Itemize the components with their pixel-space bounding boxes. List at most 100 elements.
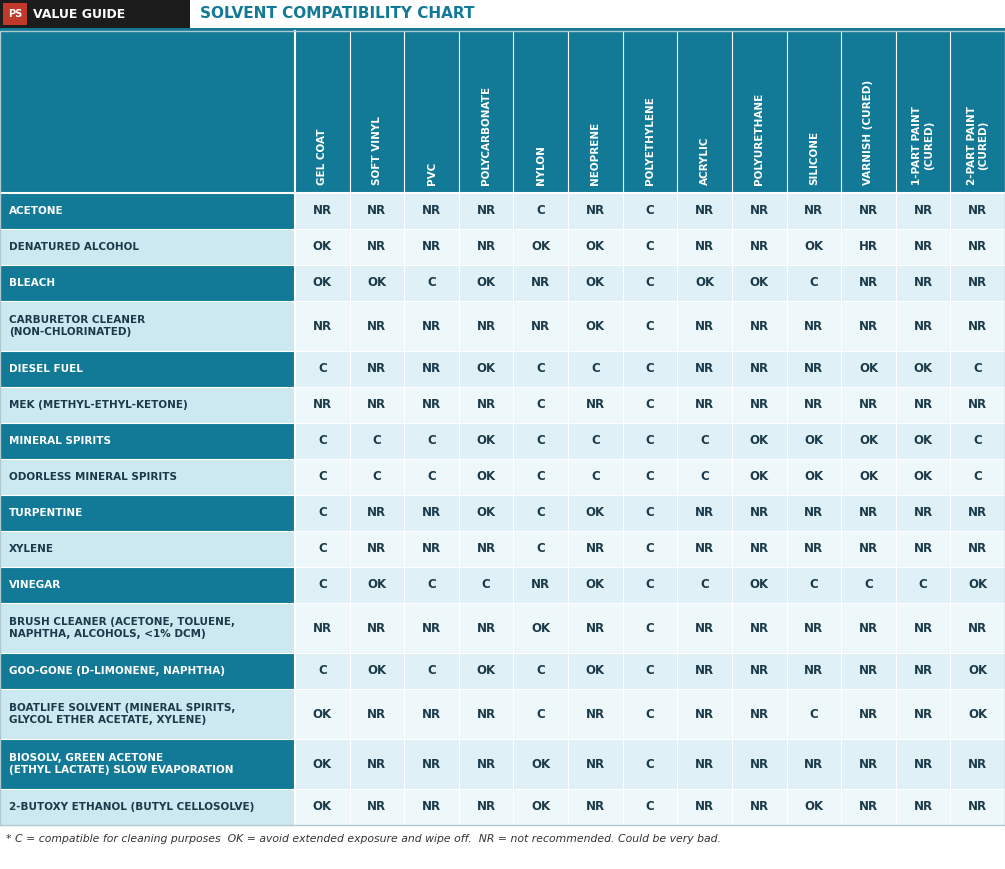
Text: NR: NR xyxy=(968,241,987,254)
Text: CARBURETOR CLEANER
(NON-CHLORINATED): CARBURETOR CLEANER (NON-CHLORINATED) xyxy=(9,315,145,337)
Text: C: C xyxy=(700,579,709,592)
Bar xyxy=(0,789,295,825)
Text: DENATURED ALCOHOL: DENATURED ALCOHOL xyxy=(9,242,139,252)
Bar xyxy=(841,423,895,459)
Bar xyxy=(787,351,841,387)
Text: NR: NR xyxy=(476,399,495,412)
Text: C: C xyxy=(537,204,545,217)
Bar xyxy=(787,229,841,265)
Bar xyxy=(787,459,841,495)
Text: NR: NR xyxy=(532,320,551,333)
Bar xyxy=(677,423,732,459)
Text: NR: NR xyxy=(968,507,987,520)
Bar xyxy=(0,459,295,495)
Bar xyxy=(895,387,951,423)
Bar xyxy=(951,387,1005,423)
Bar xyxy=(295,603,350,653)
Text: NR: NR xyxy=(804,542,823,555)
Text: NR: NR xyxy=(695,542,715,555)
Text: C: C xyxy=(537,362,545,375)
Bar xyxy=(568,229,623,265)
Bar xyxy=(732,193,787,229)
Text: C: C xyxy=(591,434,600,448)
Text: C: C xyxy=(645,542,654,555)
Bar xyxy=(514,459,568,495)
Bar xyxy=(514,603,568,653)
Bar xyxy=(895,423,951,459)
Text: C: C xyxy=(318,665,327,678)
Bar xyxy=(568,689,623,739)
Bar xyxy=(404,193,459,229)
Bar xyxy=(677,495,732,531)
Bar xyxy=(732,495,787,531)
Bar xyxy=(623,229,677,265)
Bar xyxy=(787,603,841,653)
Text: OK: OK xyxy=(750,579,769,592)
Bar xyxy=(787,301,841,351)
Bar xyxy=(350,229,404,265)
Text: NR: NR xyxy=(695,665,715,678)
Text: NR: NR xyxy=(750,665,769,678)
Bar xyxy=(951,193,1005,229)
Bar xyxy=(295,459,350,495)
Text: OK: OK xyxy=(476,362,495,375)
Text: OK: OK xyxy=(586,579,605,592)
Text: OK: OK xyxy=(313,276,332,289)
Bar xyxy=(841,265,895,301)
Text: OK: OK xyxy=(968,707,987,720)
Text: NR: NR xyxy=(968,399,987,412)
Bar xyxy=(350,265,404,301)
Text: NR: NR xyxy=(532,276,551,289)
Text: NR: NR xyxy=(859,800,878,813)
Bar xyxy=(459,459,514,495)
Text: GOO-GONE (D-LIMONENE, NAPHTHA): GOO-GONE (D-LIMONENE, NAPHTHA) xyxy=(9,666,225,676)
Bar xyxy=(459,387,514,423)
Bar xyxy=(295,193,350,229)
Text: 2-BUTOXY ETHANOL (BUTYL CELLOSOLVE): 2-BUTOXY ETHANOL (BUTYL CELLOSOLVE) xyxy=(9,802,254,812)
Bar xyxy=(295,789,350,825)
Text: NR: NR xyxy=(750,758,769,771)
Text: NR: NR xyxy=(422,758,441,771)
Bar xyxy=(732,531,787,567)
Bar xyxy=(732,351,787,387)
Text: OK: OK xyxy=(532,800,551,813)
Bar xyxy=(404,739,459,789)
Bar xyxy=(404,423,459,459)
Bar xyxy=(787,193,841,229)
Text: OK: OK xyxy=(914,470,933,483)
Bar xyxy=(514,689,568,739)
Bar xyxy=(732,423,787,459)
Bar xyxy=(841,387,895,423)
Text: NR: NR xyxy=(476,204,495,217)
Text: NR: NR xyxy=(313,621,332,634)
Bar xyxy=(677,739,732,789)
Text: NR: NR xyxy=(368,621,387,634)
Bar xyxy=(0,531,295,567)
Text: NR: NR xyxy=(695,362,715,375)
Bar xyxy=(350,301,404,351)
Bar xyxy=(568,351,623,387)
Bar xyxy=(677,531,732,567)
Bar xyxy=(295,265,350,301)
Bar xyxy=(623,689,677,739)
Bar xyxy=(677,689,732,739)
Bar xyxy=(732,567,787,603)
Text: C: C xyxy=(427,470,436,483)
Bar xyxy=(951,423,1005,459)
Bar xyxy=(841,459,895,495)
Bar xyxy=(732,603,787,653)
Text: 2-PART PAINT
(CURED): 2-PART PAINT (CURED) xyxy=(967,106,989,185)
Text: C: C xyxy=(864,579,872,592)
Text: NR: NR xyxy=(859,204,878,217)
Text: DIESEL FUEL: DIESEL FUEL xyxy=(9,364,82,374)
Bar xyxy=(623,789,677,825)
Text: NR: NR xyxy=(368,707,387,720)
Text: NR: NR xyxy=(859,707,878,720)
Text: NR: NR xyxy=(422,399,441,412)
Text: OK: OK xyxy=(368,579,387,592)
Bar xyxy=(841,689,895,739)
Bar xyxy=(0,423,295,459)
Text: OK: OK xyxy=(859,470,878,483)
Bar xyxy=(0,567,295,603)
Text: NR: NR xyxy=(859,320,878,333)
